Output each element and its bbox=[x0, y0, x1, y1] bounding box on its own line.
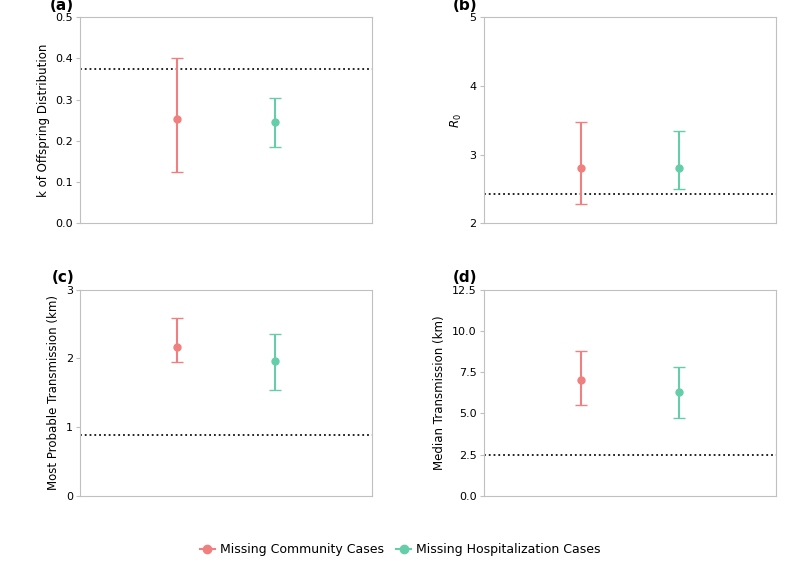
Text: (c): (c) bbox=[51, 270, 74, 286]
Text: (a): (a) bbox=[50, 0, 74, 13]
Y-axis label: Most Probable Transmission (km): Most Probable Transmission (km) bbox=[47, 295, 60, 490]
Text: (d): (d) bbox=[454, 270, 478, 286]
Text: (b): (b) bbox=[453, 0, 478, 13]
Y-axis label: k of Offspring Distribution: k of Offspring Distribution bbox=[37, 43, 50, 197]
Y-axis label: $R_0$: $R_0$ bbox=[449, 113, 464, 128]
Y-axis label: Median Transmission (km): Median Transmission (km) bbox=[434, 315, 446, 470]
Legend: Missing Community Cases, Missing Hospitalization Cases: Missing Community Cases, Missing Hospita… bbox=[194, 538, 606, 561]
